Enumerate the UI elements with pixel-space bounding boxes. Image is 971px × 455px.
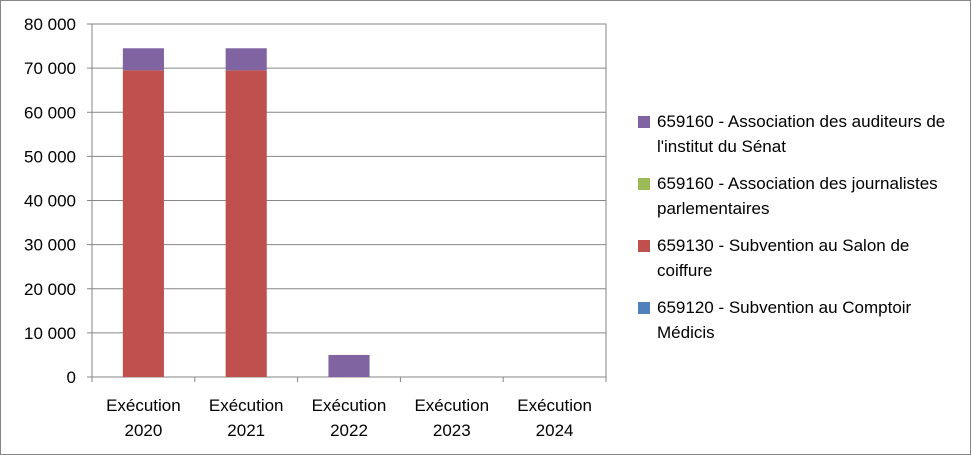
x-tick-label: Exécution 2023 [414, 396, 489, 440]
legend-swatch [638, 178, 650, 190]
y-tick-label: 70 000 [24, 59, 76, 78]
legend-swatch [638, 240, 650, 252]
legend-item: 659130 - Subvention au Salon de coiffure [637, 233, 967, 283]
legend-item: 659120 - Subvention au Comptoir Médicis [637, 295, 967, 345]
x-tick-label: Exécution 2024 [517, 396, 592, 440]
x-tick-label: Exécution 2021 [209, 396, 284, 440]
y-tick-label: 0 [67, 368, 76, 387]
bar-segment [122, 70, 164, 378]
x-tick-label: Exécution 2020 [106, 396, 181, 440]
legend-label: 659130 - Subvention au Salon de coiffure [657, 236, 910, 280]
bar-segment [122, 48, 164, 71]
legend-label: 659160 - Association des journalistes pa… [657, 174, 938, 218]
bar-segment [225, 70, 267, 378]
legend-swatch [638, 116, 650, 128]
y-tick-label: 80 000 [24, 15, 76, 34]
y-tick-label: 20 000 [24, 280, 76, 299]
y-tick-label: 50 000 [24, 147, 76, 166]
x-tick-label: Exécution 2022 [312, 396, 387, 440]
bar-segment [225, 48, 267, 71]
y-tick-label: 10 000 [24, 324, 76, 343]
legend-item: 659160 - Association des auditeurs de l'… [637, 109, 967, 159]
chart-legend: 659160 - Association des auditeurs de l'… [637, 109, 967, 357]
legend-item: 659160 - Association des journalistes pa… [637, 171, 967, 221]
legend-label: 659160 - Association des auditeurs de l'… [657, 112, 946, 156]
y-tick-label: 40 000 [24, 192, 76, 211]
legend-label: 659120 - Subvention au Comptoir Médicis [657, 298, 912, 342]
y-tick-label: 60 000 [24, 103, 76, 122]
y-tick-label: 30 000 [24, 236, 76, 255]
bar-segment [328, 354, 370, 377]
legend-swatch [638, 302, 650, 314]
